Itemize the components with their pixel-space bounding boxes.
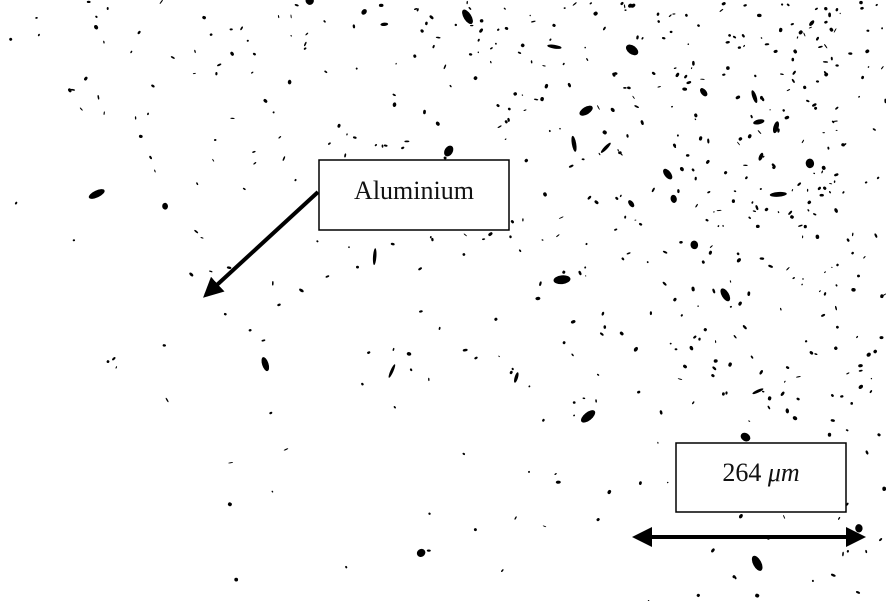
speckle xyxy=(820,194,824,197)
speckle xyxy=(828,433,831,437)
speckle xyxy=(792,58,795,62)
speckle xyxy=(107,7,109,10)
material-label: Aluminium xyxy=(354,176,474,205)
speckle xyxy=(670,31,673,33)
scale-label: 264 μm xyxy=(722,458,799,487)
scale-unit: μm xyxy=(767,458,800,487)
page: Aluminium 264 μm (() => { const data = J… xyxy=(0,0,886,601)
speckle xyxy=(379,4,384,7)
speckle xyxy=(732,199,735,203)
micrograph: Aluminium 264 μm xyxy=(0,0,886,601)
scale-length: 264 xyxy=(722,458,761,487)
